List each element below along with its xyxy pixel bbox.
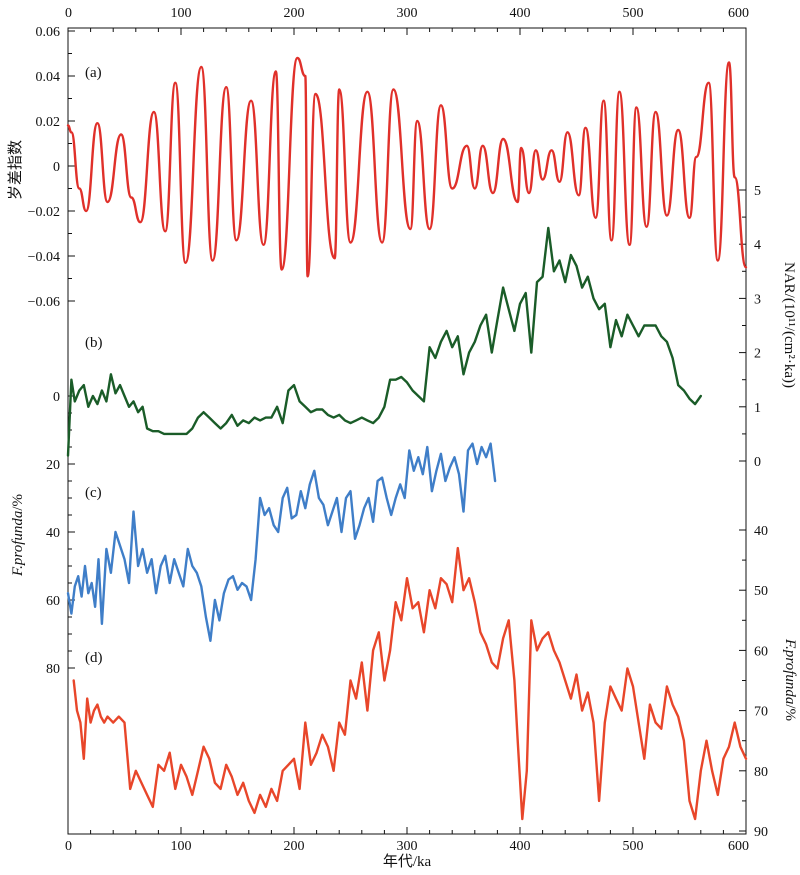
y-tick-label-a: 0.06: [36, 25, 61, 40]
series-line-d: [72, 546, 748, 821]
y-tick-label-d: 70: [754, 705, 768, 720]
y-tick-label-a: 0.04: [36, 70, 61, 85]
x-tick-label-top: 600: [728, 6, 749, 21]
y-axis-label-b: NAR/(10¹¹/(cm²·ka)): [781, 262, 797, 388]
right-y-axes: 0 1 2 3 4 5 NAR/(10¹¹/(cm²·ka)) 40 50 60 70 80 90 F.p…: [739, 184, 798, 840]
y-tick-label-a: −0.02: [28, 205, 60, 220]
y-tick-label-b: 4: [754, 238, 761, 253]
x-tick-label-bottom: 500: [623, 839, 644, 854]
y-tick-label-c: 40: [46, 526, 60, 541]
series-lines: [66, 56, 748, 821]
y-tick-label-d: 80: [754, 765, 768, 780]
panel-label-d: (d): [85, 650, 103, 666]
y-tick-label-b: 2: [754, 347, 761, 362]
x-tick-label-top: 300: [397, 6, 418, 21]
y-tick-label-d: 90: [754, 825, 768, 840]
x-tick-label-bottom: 0: [65, 839, 72, 854]
y-axis-label-d: F.profunda/%: [782, 638, 798, 721]
panel-label-c: (c): [85, 485, 102, 501]
y-axis-label-a: 岁差指数: [7, 140, 24, 200]
series-line-c: [66, 442, 497, 642]
x-tick-label-bottom: 600: [728, 839, 749, 854]
y-tick-label-a: −0.06: [28, 295, 60, 310]
x-tick-label-top: 100: [171, 6, 192, 21]
y-tick-label-b: 3: [754, 292, 761, 307]
x-tick-label-top: 400: [510, 6, 531, 21]
x-axis-label: 年代/ka: [383, 853, 432, 870]
x-axis-ticks: 0 0 100 100 200 200 300 300 400 400 500 500 600 600: [65, 6, 749, 854]
y-tick-label-d: 40: [754, 524, 768, 539]
x-tick-label-bottom: 200: [284, 839, 305, 854]
y-tick-label-c: 80: [46, 662, 60, 677]
y-tick-label-a: −0.04: [28, 250, 60, 265]
y-tick-label-b: 1: [754, 401, 761, 416]
panel-label-a: (a): [85, 65, 102, 81]
x-tick-label-top: 500: [623, 6, 644, 21]
x-tick-label-bottom: 300: [397, 839, 418, 854]
x-tick-label-bottom: 100: [171, 839, 192, 854]
x-tick-label-top: 0: [65, 6, 72, 21]
x-tick-label-bottom: 400: [510, 839, 531, 854]
y-tick-label-a: 0: [53, 160, 60, 175]
left-y-axes: 0.06 0.04 0.02 0 −0.02 −0.04 −0.06 岁差指数 0 20 40 60 8…: [7, 25, 75, 677]
series-line-b: [66, 226, 702, 457]
panel-labels: (a) (b) (c) (d): [85, 65, 103, 666]
panel-label-b: (b): [85, 335, 103, 351]
series-line-a: [66, 56, 748, 278]
y-tick-label-b: 5: [754, 184, 761, 199]
y-tick-label-c: 20: [46, 458, 60, 473]
y-axis-label-c: F.profunda/%: [10, 494, 26, 577]
y-tick-label-c: 60: [46, 594, 60, 609]
y-tick-label-b: 0: [754, 455, 761, 470]
y-tick-label-d: 60: [754, 644, 768, 659]
y-tick-label-c: 0: [53, 390, 60, 405]
y-tick-label-d: 50: [754, 584, 768, 599]
x-tick-label-top: 200: [284, 6, 305, 21]
y-tick-label-a: 0.02: [36, 115, 61, 130]
